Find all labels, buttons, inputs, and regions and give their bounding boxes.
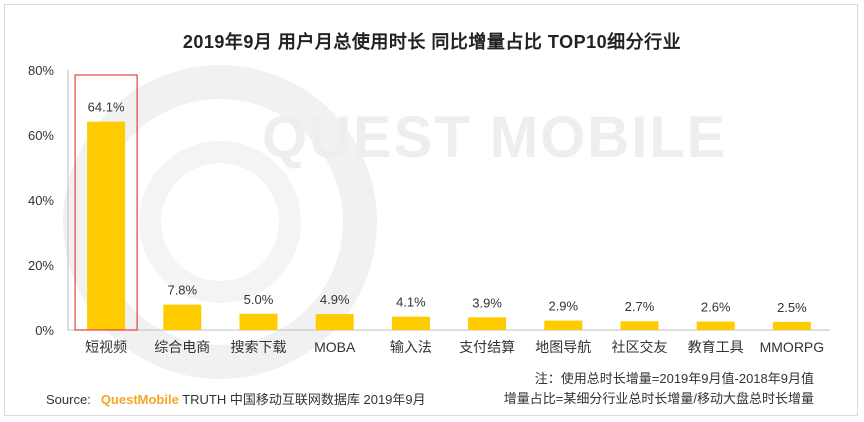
data-label: 2.5% [777,300,807,315]
y-tick-label: 20% [28,258,54,273]
data-label: 4.9% [320,292,350,307]
x-tick-label: 支付结算 [459,339,515,355]
data-label: 5.0% [244,292,274,307]
bar [239,313,278,330]
footnote-line-2: 增量占比=某细分行业总时长增量/移动大盘总时长增量 [503,391,814,406]
x-tick-label: MOBA [314,339,356,355]
data-label: 4.1% [396,295,426,310]
watermark-text: QUEST MOBILE [262,105,728,170]
y-tick-label: 40% [28,193,54,208]
bar [163,304,202,330]
bar [87,121,126,330]
chart-title: 2019年9月 用户月总使用时长 同比增量占比 TOP10细分行业 [182,32,682,52]
source-label: Source: [46,392,91,407]
data-label: 3.9% [472,295,502,310]
data-label: 2.6% [701,300,731,315]
x-tick-label: 地图导航 [535,339,591,355]
x-tick-label: 短视频 [85,339,127,355]
x-tick-label: MMORPG [760,339,825,355]
bar [315,314,354,330]
bar [544,320,583,330]
source-text: TRUTH 中国移动互联网数据库 2019年9月 [182,392,426,407]
bar [468,317,507,330]
footnote-line-1: 注：使用总时长增量=2019年9月值-2018年9月值 [534,371,814,386]
x-tick-label: 社区交友 [612,339,668,355]
bar [696,321,735,330]
y-tick-label: 0% [35,323,54,338]
highlight-box [74,74,138,331]
source-brand: QuestMobile [100,392,179,407]
y-tick-label: 80% [28,63,54,78]
data-label: 64.1% [88,100,125,115]
x-tick-label: 教育工具 [688,339,744,355]
x-tick-label: 输入法 [390,339,432,355]
x-tick-label: 综合电商 [154,339,210,355]
source-line: Source: QuestMobile TRUTH 中国移动互联网数据库 2019… [46,389,426,408]
bar [391,316,430,330]
y-tick-label: 60% [28,128,54,143]
bar [620,321,659,330]
bar [772,321,811,330]
data-label: 2.7% [625,299,655,314]
x-tick-label: 搜索下载 [231,339,287,355]
chart-frame [4,4,858,416]
data-label: 7.8% [167,283,197,298]
data-label: 2.9% [548,299,578,314]
footnotes: 注：使用总时长增量=2019年9月值-2018年9月值 增量占比=某细分行业总时… [504,369,814,409]
